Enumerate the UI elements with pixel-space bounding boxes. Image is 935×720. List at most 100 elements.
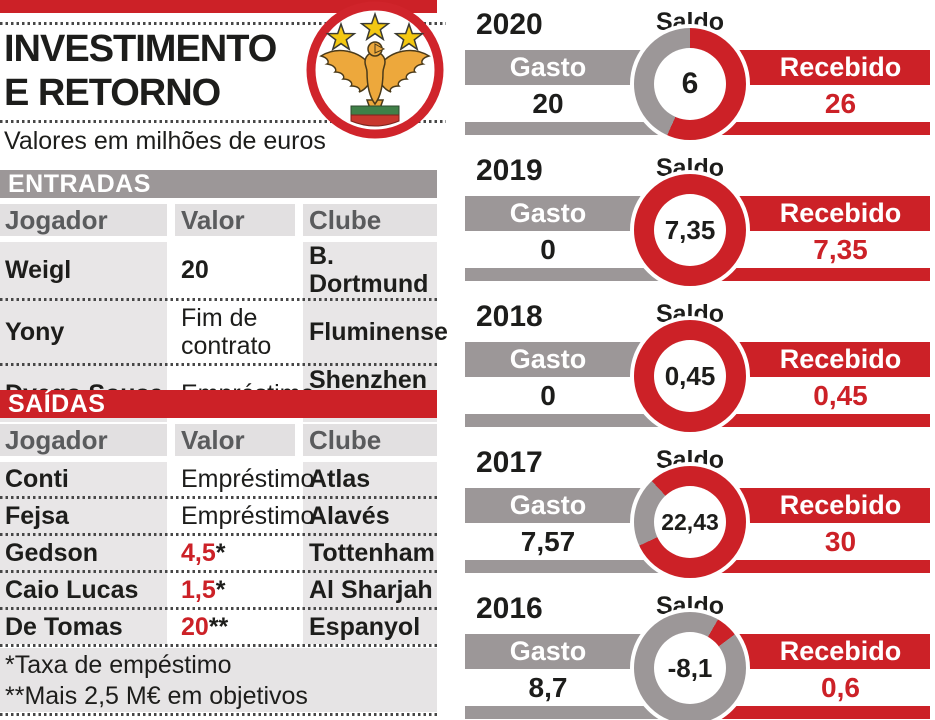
recebido-bar-label: Recebido — [779, 344, 902, 374]
year-block-2018: 2018 Saldo Gasto Recebido 0 0,45 0,45 — [465, 300, 935, 440]
saldo-donut-chart: -8,1 — [630, 608, 750, 720]
entradas-section-header: ENTRADAS — [0, 170, 437, 198]
dotted-divider — [0, 713, 437, 716]
column-header-clube: Clube — [303, 424, 437, 456]
year-block-2016: 2016 Saldo Gasto Recebido 8,7 0,6 -8,1 — [465, 592, 935, 720]
table-row: Yony Fim de contrato Fluminense — [0, 301, 448, 363]
table-row: Caio Lucas 1,5 * Al Sharjah — [0, 573, 437, 607]
cell-valor: 4,5 * — [175, 539, 295, 567]
valor-text: Fim de contrato — [181, 304, 272, 360]
recebido-bar-label: Recebido — [779, 198, 902, 228]
table-row: Weigl 20 B. Dortmund — [0, 242, 437, 298]
cell-jogador: Fejsa — [5, 502, 69, 530]
saidas-column-headers: Jogador Valor Clube — [0, 424, 437, 456]
recebido-value: 0,45 — [813, 380, 868, 411]
recebido-bar-label: Recebido — [779, 490, 902, 520]
recebido-value: 0,6 — [821, 672, 860, 703]
page-subtitle: Valores em milhões de euros — [4, 127, 326, 155]
gasto-value: 8,7 — [528, 672, 568, 703]
gasto-value: 20 — [532, 88, 564, 119]
cell-jogador: Gedson — [5, 539, 99, 567]
table-row: De Tomas 20 ** Espanyol — [0, 610, 437, 644]
table-row: Conti Empréstimo Atlas — [0, 462, 437, 496]
year-label: 2016 — [476, 592, 543, 625]
cell-jogador: De Tomas — [5, 613, 123, 641]
column-header-clube: Clube — [303, 204, 437, 236]
valor-footnote-marker: ** — [208, 613, 229, 641]
column-header-jogador: Jogador — [0, 424, 167, 456]
recebido-underline-bar — [690, 268, 930, 281]
cell-valor: 20 ** — [175, 613, 295, 641]
table-row: Fejsa Empréstimo Alavés — [0, 499, 437, 533]
row-separator — [0, 363, 437, 366]
entradas-section: ENTRADAS Jogador Valor Clube Weigl 20 B. D… — [0, 170, 448, 422]
recebido-underline-bar — [690, 560, 930, 573]
saidas-title: SAÍDAS — [8, 390, 106, 418]
column-header-valor: Valor — [175, 424, 295, 456]
cell-jogador: Weigl — [5, 256, 72, 284]
gasto-bar-label: Gasto — [509, 198, 587, 228]
valor-text: 4,5 — [181, 539, 216, 567]
dotted-divider — [0, 120, 446, 123]
gasto-underline-bar — [465, 414, 690, 427]
gasto-value: 0 — [540, 234, 556, 265]
cell-valor: Empréstimo — [175, 465, 314, 493]
valor-text: Empréstimo — [181, 502, 315, 530]
entradas-title: ENTRADAS — [8, 170, 151, 198]
year-block-2020: 2020 Saldo Gasto Recebido 20 26 6 — [465, 8, 935, 148]
year-label: 2018 — [476, 300, 543, 333]
gasto-bar-label: Gasto — [509, 52, 587, 82]
dotted-divider — [0, 644, 437, 647]
saldo-value: 6 — [681, 67, 699, 100]
column-header-jogador: Jogador — [0, 204, 167, 236]
cell-clube: Al Sharjah — [309, 576, 433, 604]
year-block-2019: 2019 Saldo Gasto Recebido 0 7,35 7,35 — [465, 154, 935, 294]
footnote-line: *Taxa de empéstimo — [5, 651, 232, 679]
row-separator — [0, 570, 437, 573]
cell-jogador: Yony — [5, 318, 65, 346]
saldo-value: 0,45 — [664, 360, 716, 391]
gasto-underline-bar — [465, 122, 690, 135]
page-title-line1: INVESTIMENTO — [4, 28, 277, 70]
valor-text: 20 — [181, 256, 209, 284]
valor-text: 1,5 — [181, 576, 216, 604]
recebido-underline-bar — [690, 122, 930, 135]
club-crest-icon — [306, 1, 444, 139]
cell-valor: 1,5 * — [175, 576, 295, 604]
valor-text: Empréstimo — [181, 465, 315, 493]
gasto-bar-label: Gasto — [509, 344, 587, 374]
cell-jogador: Conti — [5, 465, 69, 493]
recebido-value: 30 — [824, 526, 857, 557]
footnote-line: **Mais 2,5 M€ em objetivos — [5, 682, 308, 710]
cell-clube: Alavés — [309, 502, 390, 530]
gasto-value: 7,57 — [520, 526, 576, 557]
cell-clube: B. Dortmund — [309, 242, 429, 298]
cell-valor: 20 — [175, 256, 295, 284]
gasto-bar-label: Gasto — [509, 636, 587, 666]
saldo-value: -8,1 — [667, 652, 713, 683]
row-separator — [0, 607, 437, 610]
gasto-underline-bar — [465, 706, 690, 719]
footnotes: *Taxa de empéstimo **Mais 2,5 M€ em obje… — [0, 648, 437, 712]
cell-clube: Tottenham — [309, 539, 435, 567]
valor-footnote-marker: * — [215, 576, 226, 604]
year-label: 2020 — [476, 8, 543, 41]
gasto-underline-bar — [465, 268, 690, 281]
row-separator — [0, 496, 437, 499]
cell-valor: Fim de contrato — [175, 304, 295, 360]
row-separator — [0, 533, 437, 536]
saldo-donut-chart: 22,43 — [630, 462, 750, 582]
cell-clube: Atlas — [309, 465, 371, 493]
year-label: 2019 — [476, 154, 543, 187]
row-separator — [0, 298, 437, 301]
gasto-underline-bar — [465, 560, 690, 573]
top-accent-bar — [0, 0, 437, 13]
dotted-divider — [0, 22, 446, 25]
donut-hole: -8,1 — [654, 632, 726, 704]
recebido-underline-bar — [690, 414, 930, 427]
saidas-section-header: SAÍDAS — [0, 390, 437, 418]
cell-jogador: Caio Lucas — [5, 576, 139, 604]
year-label: 2017 — [476, 446, 543, 479]
entradas-column-headers: Jogador Valor Clube — [0, 204, 437, 236]
saldo-value: 22,43 — [661, 508, 719, 535]
